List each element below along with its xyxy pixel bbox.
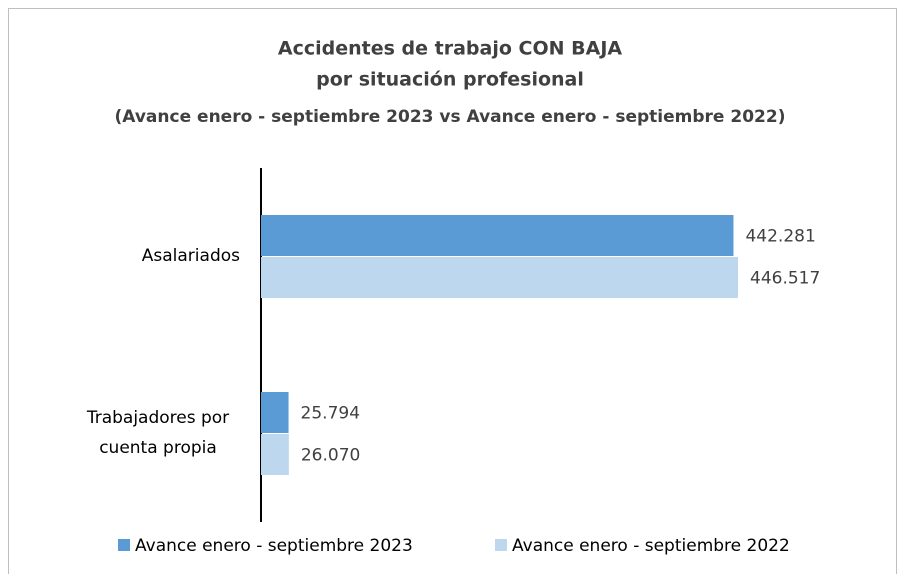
chart-subtitle: (Avance enero - septiembre 2023 vs Avanc… xyxy=(115,107,786,127)
legend-label: Avance enero - septiembre 2022 xyxy=(512,536,790,556)
bar xyxy=(261,434,289,475)
bar xyxy=(261,215,734,256)
y-tick-label: Asalariados xyxy=(141,246,240,266)
chart-subtitle: por situación profesional xyxy=(316,69,584,91)
value-label: 446.517 xyxy=(750,269,820,289)
bar xyxy=(261,257,738,298)
legend-swatch xyxy=(118,539,130,551)
value-label: 25.794 xyxy=(301,404,360,424)
value-label: 26.070 xyxy=(301,446,360,466)
bar xyxy=(261,392,289,433)
chart-title: Accidentes de trabajo CON BAJA xyxy=(278,38,622,60)
legend-label: Avance enero - septiembre 2023 xyxy=(135,536,413,556)
legend-swatch xyxy=(495,539,507,551)
value-label: 442.281 xyxy=(745,227,815,247)
y-tick-label: Trabajadores por cuenta propia xyxy=(86,408,230,458)
frame xyxy=(8,8,897,574)
